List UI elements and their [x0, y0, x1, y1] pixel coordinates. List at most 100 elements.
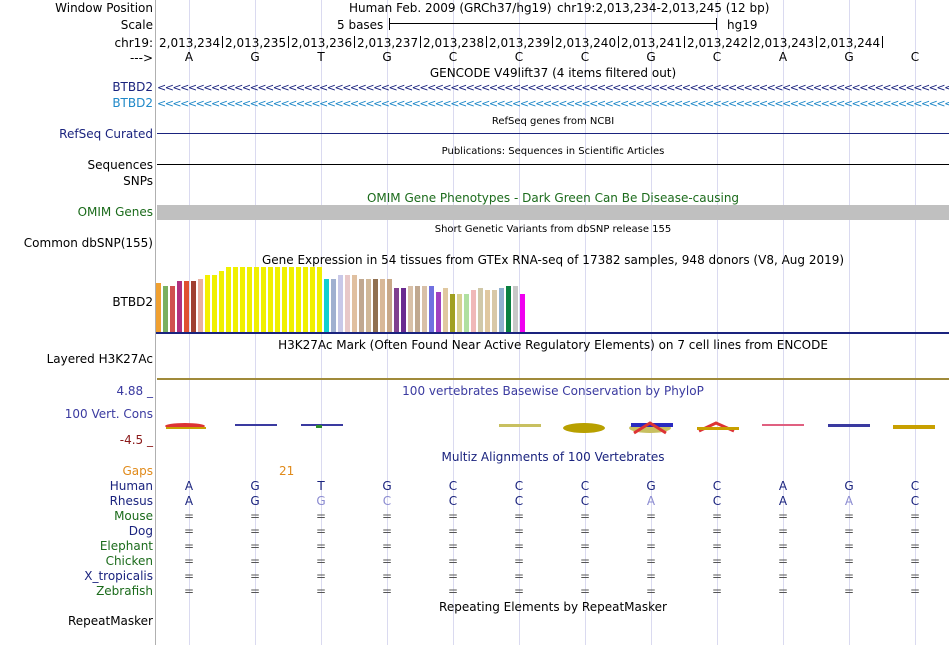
omim-bar[interactable] [157, 205, 949, 220]
gtex-tissue-bar[interactable] [226, 267, 231, 332]
alignment-base: = [249, 554, 261, 568]
dbsnp-label[interactable]: Common dbSNP(155) [23, 236, 153, 250]
species-label[interactable]: Zebrafish [96, 584, 153, 598]
gencode-gene-2-label[interactable]: BTBD2 [112, 96, 153, 110]
gtex-tissue-bar[interactable] [520, 294, 525, 332]
gtex-tissue-bar[interactable] [401, 288, 406, 332]
refseq-label[interactable]: RefSeq Curated [59, 127, 153, 141]
gtex-tissue-bar[interactable] [170, 286, 175, 332]
gtex-tissue-bar[interactable] [156, 283, 161, 332]
gencode-gene-1-label[interactable]: BTBD2 [112, 80, 153, 94]
gtex-tissue-bar[interactable] [296, 267, 301, 332]
gtex-tissue-bar[interactable] [394, 288, 399, 332]
gtex-tissue-bar[interactable] [345, 275, 350, 332]
gencode-gene-1-track[interactable]: <<<<<<<<<<<<<<<<<<<<<<<<<<<<<<<<<<<<<<<<… [157, 81, 949, 94]
alignment-base: = [381, 569, 393, 583]
gtex-gene-label[interactable]: BTBD2 [112, 295, 153, 309]
gtex-tissue-bar[interactable] [485, 290, 490, 332]
omim-label[interactable]: OMIM Genes [77, 205, 153, 219]
gtex-tissue-bar[interactable] [471, 290, 476, 332]
gtex-tissue-bar[interactable] [408, 286, 413, 332]
gtex-tissue-bar[interactable] [247, 267, 252, 332]
repeatmasker-label[interactable]: RepeatMasker [67, 614, 153, 628]
species-label[interactable]: Rhesus [109, 494, 153, 508]
publications-line[interactable] [157, 164, 949, 165]
position-text[interactable]: chr19:2,013,234-2,013,245 (12 bp) [557, 1, 770, 15]
cons-mark [893, 425, 935, 429]
gtex-tissue-bar[interactable] [464, 294, 469, 332]
alignment-base: = [711, 584, 723, 598]
gtex-tissue-bar[interactable] [317, 267, 322, 332]
gtex-tissue-bar[interactable] [359, 279, 364, 332]
gtex-tissue-bar[interactable] [275, 267, 280, 332]
gtex-tissue-bar[interactable] [506, 286, 511, 332]
snps-label[interactable]: SNPs [123, 174, 153, 188]
alignment-base: = [645, 569, 657, 583]
gtex-tissue-bar[interactable] [289, 267, 294, 332]
gtex-tissue-bar[interactable] [198, 279, 203, 332]
alignment-base: G [382, 479, 392, 493]
h3k27ac-signal[interactable] [157, 378, 949, 380]
ruler-coord: 2,013,242 [687, 36, 749, 50]
species-label[interactable]: Chicken [105, 554, 153, 568]
gtex-tissue-bar[interactable] [177, 281, 182, 332]
gtex-tissue-bar[interactable] [254, 267, 259, 332]
gtex-tissue-bar[interactable] [219, 271, 224, 332]
gtex-tissue-bar[interactable] [492, 290, 497, 332]
gtex-tissue-bar[interactable] [429, 286, 434, 332]
gtex-tissue-bar[interactable] [233, 267, 238, 332]
gtex-tissue-bar[interactable] [422, 286, 427, 332]
gtex-tissue-bar[interactable] [331, 279, 336, 332]
gtex-tissue-bar[interactable] [443, 288, 448, 332]
gtex-tissue-bar[interactable] [303, 267, 308, 332]
alignment-base: = [777, 554, 789, 568]
gtex-tissue-bar[interactable] [373, 279, 378, 332]
gtex-tissue-bar[interactable] [184, 281, 189, 332]
gtex-tissue-bar[interactable] [324, 279, 329, 332]
gtex-tissue-bar[interactable] [205, 275, 210, 332]
gtex-tissue-bar[interactable] [163, 286, 168, 332]
gtex-tissue-bar[interactable] [338, 275, 343, 332]
species-label[interactable]: Human [109, 479, 153, 493]
alignment-base: C [514, 494, 524, 508]
gtex-bar-chart[interactable] [156, 266, 536, 332]
alignment-base: = [513, 569, 525, 583]
gtex-tissue-bar[interactable] [212, 275, 217, 332]
gtex-tissue-bar[interactable] [478, 288, 483, 332]
alignment-base: = [843, 539, 855, 553]
alignment-base: = [513, 524, 525, 538]
conservation-label[interactable]: 100 Vert. Cons [64, 407, 153, 421]
species-label[interactable]: Elephant [99, 539, 153, 553]
gtex-tissue-bar[interactable] [261, 267, 266, 332]
gtex-tissue-bar[interactable] [352, 275, 357, 332]
alignment-base: = [711, 509, 723, 523]
gtex-tissue-bar[interactable] [282, 267, 287, 332]
h3k27ac-label[interactable]: Layered H3K27Ac [46, 352, 153, 366]
species-label[interactable]: Mouse [114, 509, 153, 523]
gtex-tissue-bar[interactable] [366, 279, 371, 332]
gtex-tissue-bar[interactable] [513, 286, 518, 332]
species-label[interactable]: X_tropicalis [84, 569, 153, 583]
gtex-tissue-bar[interactable] [268, 267, 273, 332]
sequences-label[interactable]: Sequences [87, 158, 153, 172]
base-letter: C [448, 50, 458, 64]
gtex-tissue-bar[interactable] [380, 279, 385, 332]
gtex-tissue-bar[interactable] [457, 294, 462, 332]
ruler-coord: 2,013,244 [819, 36, 881, 50]
alignment-base: = [513, 584, 525, 598]
gtex-tissue-bar[interactable] [436, 292, 441, 332]
gtex-tissue-bar[interactable] [191, 281, 196, 332]
alignment-base: = [843, 524, 855, 538]
gtex-tissue-bar[interactable] [310, 267, 315, 332]
alignment-base: = [513, 554, 525, 568]
conservation-logo[interactable] [156, 415, 950, 439]
alignment-base: G [646, 479, 656, 493]
gencode-gene-2-track[interactable]: <<<<<<<<<<<<<<<<<<<<<<<<<<<<<<<<<<<<<<<<… [157, 97, 949, 110]
gtex-tissue-bar[interactable] [450, 294, 455, 332]
gtex-tissue-bar[interactable] [240, 267, 245, 332]
species-label[interactable]: Dog [128, 524, 153, 538]
refseq-line[interactable] [157, 133, 949, 134]
gtex-tissue-bar[interactable] [499, 288, 504, 332]
gtex-tissue-bar[interactable] [415, 286, 420, 332]
gtex-tissue-bar[interactable] [387, 279, 392, 332]
